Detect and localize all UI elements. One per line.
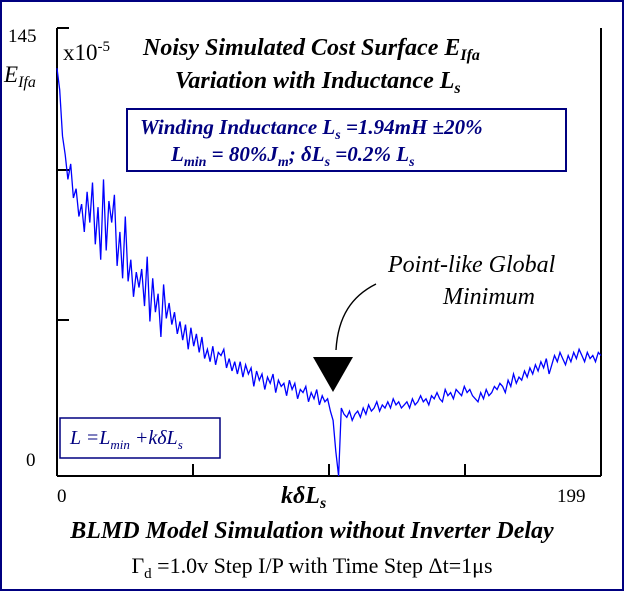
chart-title-line-2: Variation with Inductance Ls: [175, 68, 461, 97]
formula-box: [59, 417, 221, 459]
global-minimum-marker: [313, 357, 353, 392]
parameter-box-line-1: Winding Inductance Ls =1.94mH ±20%: [140, 115, 483, 143]
annotation-arrow: [335, 283, 377, 351]
x-ticks: [56, 464, 602, 476]
series-line: [56, 68, 602, 477]
formula-text: L =Lmin +kδLs: [69, 427, 183, 452]
parameter-box: [126, 108, 567, 172]
y-multiplier: x10-5: [63, 39, 110, 65]
y-axis-label: EIfa: [3, 62, 36, 91]
x-axis-label: kδLs: [281, 483, 326, 512]
y-tick-label-bottom: 0: [26, 450, 36, 471]
chart-title-line-1: Noisy Simulated Cost Surface EIfa: [142, 35, 480, 64]
caption-line-2: Γd =1.0v Step I/P with Time Step Δt=1μs: [131, 553, 492, 582]
annotation-line-2: Minimum: [442, 284, 535, 310]
y-tick-label-top: 145: [8, 26, 37, 47]
parameter-box-line-2: Lmin = 80%Jm; δLs =0.2% Ls: [170, 142, 415, 170]
annotation-line-1: Point-like Global: [387, 252, 556, 278]
x-tick-label-right: 199: [557, 486, 586, 507]
caption-line-1: BLMD Model Simulation without Inverter D…: [69, 518, 554, 544]
x-tick-label-left: 0: [57, 486, 67, 507]
